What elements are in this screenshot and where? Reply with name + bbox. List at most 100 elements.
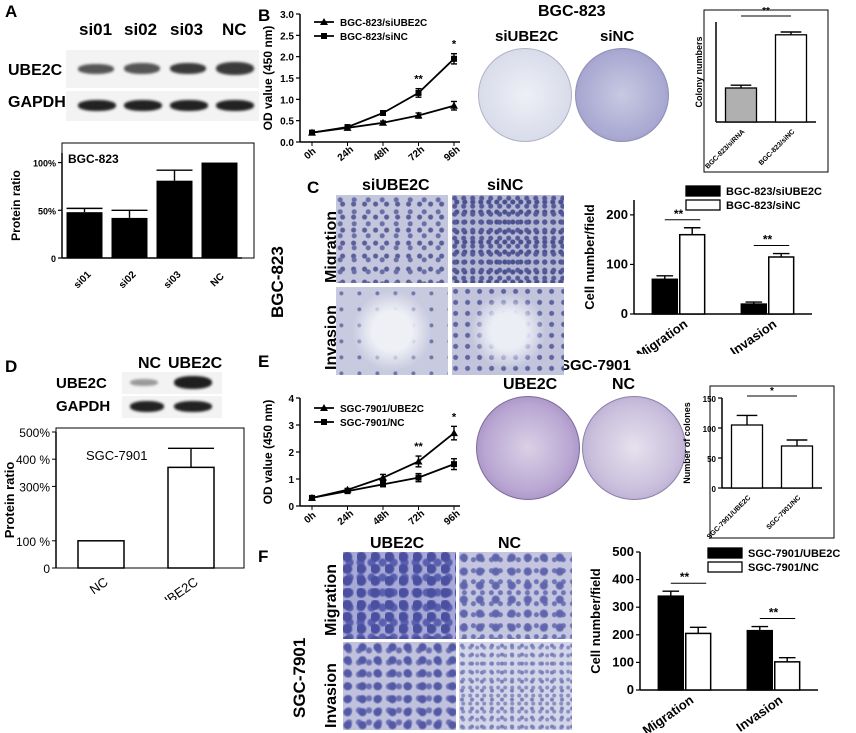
bar (730, 424, 764, 489)
y-tick-label: 0 (621, 306, 628, 321)
y-tick-label: 100% (33, 159, 56, 169)
legend-label: BGC-823/siUBE2C (726, 186, 822, 198)
y-tick-label: 2.0 (280, 53, 294, 64)
legend-label: SGC-7901/NC (748, 562, 819, 574)
significance-mark: ** (680, 570, 690, 584)
data-point (309, 129, 315, 136)
chart-c-cell-number: 0 100 200 Cell number/field ** Migration ** Inv… (582, 185, 822, 354)
legend-swatch (685, 185, 721, 197)
colony-label: UBE2C (503, 376, 558, 393)
x-tick-label: Invasion (733, 692, 785, 733)
legend-label: BGC-823/siNC (340, 32, 408, 43)
y-tick-label: 200 (606, 207, 628, 222)
data-point (309, 494, 315, 501)
y-axis-label: Colony numbers (694, 36, 704, 107)
significance-mark: ** (769, 606, 779, 620)
y-axis-label: OD value (450 nm) (261, 400, 275, 505)
inset-title: BGC-823 (68, 152, 119, 166)
y-tick-label: 400 % (16, 453, 50, 467)
data-point (451, 55, 457, 62)
blot-d-lane-label: NC (138, 355, 162, 372)
transwell-row-label: Migration (323, 564, 340, 636)
blot-a-lane-label: si03 (170, 20, 204, 39)
blot-d-strip (122, 372, 222, 394)
chart-e-colony-bar: 0 50 100 150 Number of colones SGC-7901/UBE2C… (682, 385, 835, 540)
y-tick-label: 0.5 (280, 117, 294, 128)
panel-label-e: E (258, 352, 270, 371)
bar (66, 212, 103, 258)
significance-mark: ** (762, 6, 770, 17)
x-tick-label: si03 (162, 269, 184, 291)
bar (774, 34, 808, 123)
legend-marker (321, 33, 327, 39)
x-tick-label: 96h (442, 508, 462, 528)
y-tick-label: 500% (19, 426, 50, 440)
inset-title: SGC-7901 (86, 448, 147, 463)
data-point (450, 101, 458, 109)
bar (678, 233, 706, 315)
x-tick-label: 72h (407, 508, 427, 528)
blot-a-row-label: UBE2C (8, 62, 63, 79)
x-tick-label: UBE2C (157, 574, 201, 600)
data-point (414, 111, 423, 119)
legend-marker (320, 404, 328, 411)
colony-dish (478, 48, 572, 142)
transwell-row-label: Invasion (323, 663, 340, 728)
x-tick-label: SGC-7901/NC (766, 494, 803, 531)
colony-label: siNC (600, 28, 635, 45)
y-tick-label: 500 (612, 544, 634, 559)
blot-d-strip (122, 396, 222, 418)
y-tick-label: 300% (19, 480, 50, 494)
y-axis-label: Cell number/field (582, 204, 597, 310)
y-tick-label: 4 (288, 394, 294, 405)
legend-label: SGC-7901/NC (340, 418, 404, 429)
x-tick-label: NC (87, 574, 111, 597)
chart-f-cell-number: 0 100 200 300 400 500 Cell number/field ** Migra… (588, 544, 840, 733)
colony-title: SGC-7901 (560, 357, 631, 374)
x-tick-label: SGC-7901/UBE2C (706, 494, 752, 540)
chart-d-protein-ratio: 0 100 % 300% 400 % 500% Protein ratio SGC-7901… (2, 426, 245, 600)
y-axis-label: Protein ratio (9, 170, 23, 241)
panel-label-c: C (307, 178, 320, 197)
significance-mark: ** (414, 74, 423, 86)
y-tick-label: 3.0 (280, 10, 294, 21)
y-tick-label: 100 (703, 425, 717, 434)
plot-frame (709, 385, 835, 539)
bar (651, 278, 679, 315)
significance-mark: * (452, 411, 457, 423)
x-tick-label: si02 (117, 269, 139, 291)
bar (724, 87, 758, 123)
y-tick-label: 0 (43, 562, 50, 576)
x-tick-label: 48h (371, 144, 391, 164)
y-axis-label: OD value (450 nm) (261, 26, 275, 131)
x-tick-label: BGC-823/siNC (758, 128, 797, 167)
chart-b-colony-bar: Colony numbers BGC-823/siRNA BGC-823/siNC *… (694, 6, 829, 173)
colony-label: NC (612, 376, 636, 393)
colony-title: BGC-823 (538, 3, 606, 20)
chart-e-od-curve: 0 1 2 3 4 OD value (450 nm) 0h 24h 48h 72h 96h SGC-… (261, 394, 463, 528)
bar (156, 180, 193, 258)
colony-dish (582, 396, 686, 500)
blot-a-strip (66, 91, 259, 121)
series-line (311, 432, 455, 499)
y-tick-label: 0 (712, 485, 717, 494)
x-tick-label: NC (209, 271, 227, 289)
y-tick-label: 50% (38, 206, 56, 216)
panel-label-a: A (5, 2, 18, 21)
bar (780, 445, 814, 489)
significance-mark: ** (414, 441, 423, 453)
transwell-col-label: siUBE2C (362, 177, 430, 194)
panel-label-f: F (258, 547, 269, 566)
blot-a-lane-label: si01 (79, 20, 113, 39)
transwell-image (452, 195, 564, 283)
transwell-image (336, 287, 448, 375)
significance-mark: * (452, 39, 457, 51)
blot-d-row-label: GAPDH (56, 398, 111, 415)
data-point (414, 457, 423, 465)
y-tick-label: 100 % (16, 535, 50, 549)
y-tick-label: 1.5 (280, 74, 294, 85)
y-tick-label: 0 (627, 682, 634, 697)
y-tick-label: 300 (612, 599, 634, 614)
x-tick-label: BGC-823/siRNA (704, 128, 746, 170)
y-tick-label: 100 (606, 256, 628, 271)
